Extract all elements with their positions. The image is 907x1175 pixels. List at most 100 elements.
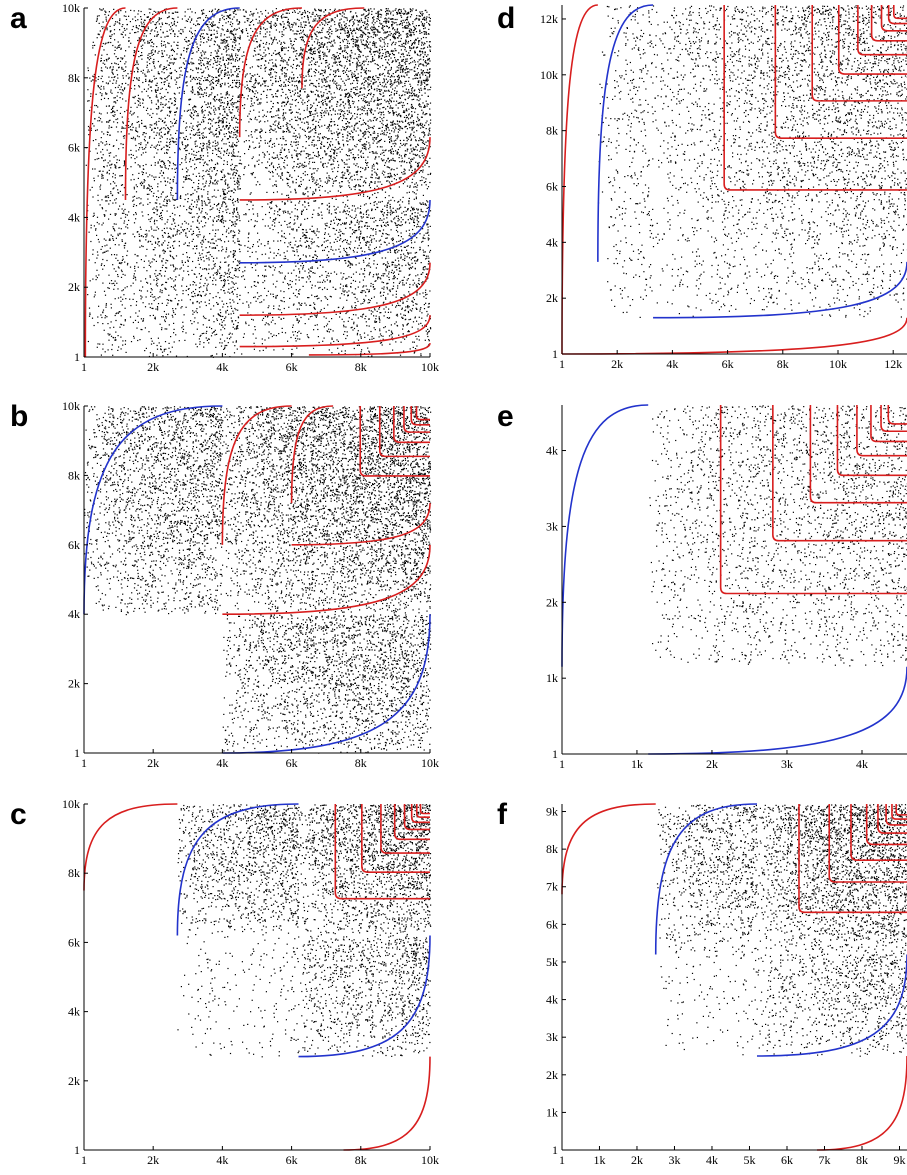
data-point — [123, 144, 124, 145]
data-point — [146, 282, 147, 283]
data-point — [128, 121, 129, 122]
data-point — [124, 160, 125, 161]
data-point — [158, 100, 159, 101]
data-point — [186, 154, 187, 155]
data-point — [156, 355, 157, 356]
data-point — [106, 251, 107, 252]
data-point — [156, 220, 157, 221]
data-point — [203, 132, 204, 133]
data-point — [164, 205, 165, 206]
data-point — [173, 30, 174, 31]
data-point — [120, 218, 121, 219]
data-point — [161, 275, 162, 276]
data-point — [167, 237, 168, 238]
data-point — [232, 333, 233, 334]
data-point — [102, 28, 103, 29]
data-point — [224, 19, 225, 20]
data-point — [169, 55, 170, 56]
data-point — [218, 72, 219, 73]
data-point — [115, 213, 116, 214]
data-point — [111, 127, 112, 128]
data-point — [149, 174, 150, 175]
data-point — [115, 281, 116, 282]
data-point — [145, 75, 146, 76]
data-point — [173, 18, 174, 19]
data-point — [166, 267, 167, 268]
data-point — [154, 138, 155, 139]
data-point — [112, 195, 113, 196]
data-point — [106, 144, 107, 145]
data-point — [203, 148, 204, 149]
data-point — [123, 128, 124, 129]
data-point — [188, 274, 189, 275]
data-point — [121, 86, 122, 87]
data-point — [213, 278, 214, 279]
data-point — [221, 289, 222, 290]
data-point — [191, 154, 192, 155]
data-point — [170, 134, 171, 135]
data-point — [212, 239, 213, 240]
data-point — [139, 86, 140, 87]
data-point — [108, 219, 109, 220]
data-point — [101, 224, 102, 225]
data-point — [167, 31, 168, 32]
data-point — [143, 205, 144, 206]
data-point — [95, 159, 96, 160]
data-point — [210, 59, 211, 60]
data-point — [106, 141, 107, 142]
data-point — [108, 15, 109, 16]
data-point — [98, 86, 99, 87]
data-point — [127, 251, 128, 252]
data-point — [198, 229, 199, 230]
data-point — [93, 42, 94, 43]
data-point — [92, 47, 93, 48]
data-point — [176, 77, 177, 78]
data-point — [227, 292, 228, 293]
data-point — [196, 111, 197, 112]
data-point — [193, 115, 194, 116]
data-point — [141, 297, 142, 298]
data-point — [177, 22, 178, 23]
data-point — [226, 247, 227, 248]
data-point — [141, 55, 142, 56]
data-point — [227, 91, 228, 92]
data-point — [140, 102, 141, 103]
data-point — [144, 33, 145, 34]
data-point — [122, 93, 123, 94]
data-point — [174, 93, 175, 94]
data-point — [203, 291, 204, 292]
data-point — [222, 139, 223, 140]
data-point — [156, 104, 157, 105]
data-point — [164, 84, 165, 85]
data-point — [118, 235, 119, 236]
data-point — [111, 349, 112, 350]
data-point — [205, 278, 206, 279]
data-point — [113, 66, 114, 67]
data-point — [150, 22, 151, 23]
data-point — [237, 277, 238, 278]
data-point — [142, 147, 143, 148]
data-point — [156, 283, 157, 284]
data-point — [118, 192, 119, 193]
data-point — [227, 164, 228, 165]
data-point — [209, 246, 210, 247]
data-point — [114, 25, 115, 26]
data-point — [151, 165, 152, 166]
data-point — [205, 222, 206, 223]
data-point — [117, 74, 118, 75]
data-point — [171, 103, 172, 104]
data-point — [179, 241, 180, 242]
data-point — [225, 73, 226, 74]
data-point — [173, 323, 174, 324]
data-point — [188, 288, 189, 289]
data-point — [157, 132, 158, 133]
data-point — [226, 153, 227, 154]
data-point — [167, 127, 168, 128]
data-point — [149, 265, 150, 266]
data-point — [113, 187, 114, 188]
data-point — [156, 146, 157, 147]
data-point — [156, 78, 157, 79]
data-point — [211, 22, 212, 23]
data-point — [97, 129, 98, 130]
data-point — [151, 45, 152, 46]
